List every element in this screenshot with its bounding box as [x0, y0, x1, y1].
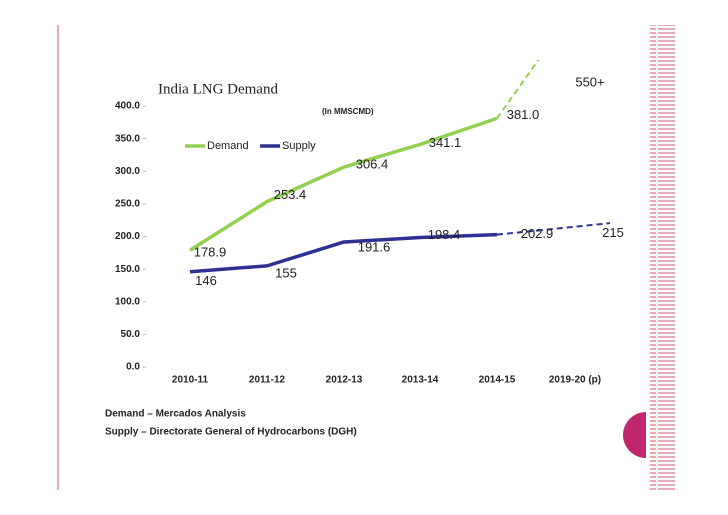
- data-label: 306.4: [356, 157, 389, 172]
- data-label: 341.1: [429, 135, 462, 150]
- x-tick-label: 2012-13: [326, 375, 363, 386]
- data-label: 253.4: [274, 187, 307, 202]
- projection-line: [496, 222, 610, 236]
- series-line: [189, 116, 498, 252]
- y-tick-label: 150.0: [115, 264, 140, 275]
- data-label: 381.0: [507, 107, 540, 122]
- source-note: Supply – Directorate General of Hydrocar…: [105, 427, 357, 438]
- y-tick-label: 300.0: [115, 166, 140, 177]
- x-tick-label: 2011-12: [249, 375, 286, 386]
- data-label: 178.9: [194, 245, 227, 260]
- y-tick-label: 350.0: [115, 133, 140, 144]
- y-tick-label: 50.0: [121, 329, 141, 340]
- chart-title: India LNG Demand: [158, 81, 278, 97]
- x-tick-label: 2014-15: [479, 375, 516, 386]
- legend-label: Demand: [207, 140, 249, 152]
- data-label: 550+: [575, 74, 604, 89]
- plot: [189, 60, 610, 274]
- data-label: 202.9: [521, 226, 554, 241]
- y-tick-label: 400.0: [115, 101, 140, 112]
- y-tick-label: 100.0: [115, 296, 140, 307]
- data-label: 155: [275, 265, 297, 280]
- projection-line: [496, 60, 540, 119]
- y-tick-label: 0.0: [126, 362, 140, 373]
- right-decoration: [650, 25, 675, 490]
- data-label: 215: [602, 225, 624, 240]
- y-tick-label: 250.0: [115, 199, 140, 210]
- source-note: Demand – Mercados Analysis: [105, 409, 246, 420]
- data-label: 191.6: [358, 239, 391, 254]
- x-tick-label: 2013-14: [402, 375, 439, 386]
- series-line: [189, 232, 498, 274]
- semicircle-icon: [623, 412, 646, 458]
- data-label: 146: [195, 273, 217, 288]
- x-tick-label: 2010-11: [172, 375, 209, 386]
- unit-note: (In MMSCMD): [322, 107, 374, 116]
- legend-label: Supply: [282, 140, 316, 152]
- x-tick-label: 2019-20 (p): [549, 375, 601, 386]
- data-label: 198.4: [428, 227, 461, 242]
- y-tick-label: 200.0: [115, 231, 140, 242]
